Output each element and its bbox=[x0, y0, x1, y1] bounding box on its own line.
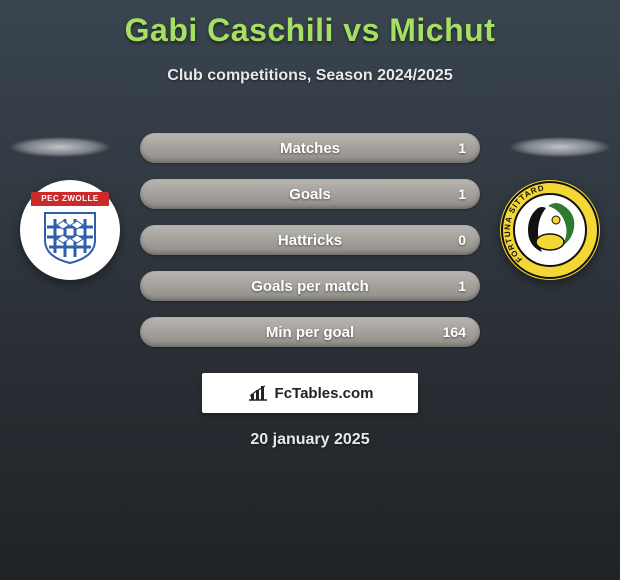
comparison-stage: PEC ZWOLLE bbox=[0, 115, 620, 355]
team-left-shadow bbox=[10, 137, 110, 157]
stat-right-value: 1 bbox=[458, 278, 466, 294]
team-left-banner: PEC ZWOLLE bbox=[31, 192, 109, 206]
stat-label: Goals per match bbox=[251, 278, 369, 295]
stat-label: Goals bbox=[289, 186, 331, 203]
stat-label: Min per goal bbox=[266, 324, 354, 341]
stat-label: Hattricks bbox=[278, 232, 342, 249]
branding-text: FcTables.com bbox=[275, 385, 374, 402]
stat-row-min-per-goal: Min per goal 164 bbox=[140, 317, 480, 347]
date-text: 20 january 2025 bbox=[0, 431, 620, 449]
team-right-crest: FORTUNA SITTARD bbox=[500, 180, 600, 280]
stat-rows: Matches 1 Goals 1 Hattricks 0 Goals per … bbox=[140, 133, 480, 363]
team-right-shadow bbox=[510, 137, 610, 157]
team-right-crest-svg: FORTUNA SITTARD bbox=[500, 180, 600, 280]
stat-right-value: 1 bbox=[458, 140, 466, 156]
stat-right-value: 1 bbox=[458, 186, 466, 202]
subtitle: Club competitions, Season 2024/2025 bbox=[0, 67, 620, 85]
stat-row-matches: Matches 1 bbox=[140, 133, 480, 163]
stat-label: Matches bbox=[280, 140, 340, 157]
stat-row-goals: Goals 1 bbox=[140, 179, 480, 209]
team-left-crest: PEC ZWOLLE bbox=[20, 180, 120, 280]
stat-row-goals-per-match: Goals per match 1 bbox=[140, 271, 480, 301]
bar-chart-icon bbox=[247, 384, 269, 402]
page-title: Gabi Caschili vs Michut bbox=[0, 0, 620, 49]
stat-row-hattricks: Hattricks 0 bbox=[140, 225, 480, 255]
branding-badge[interactable]: FcTables.com bbox=[202, 373, 418, 413]
stat-right-value: 0 bbox=[458, 232, 466, 248]
stat-right-value: 164 bbox=[443, 324, 466, 340]
